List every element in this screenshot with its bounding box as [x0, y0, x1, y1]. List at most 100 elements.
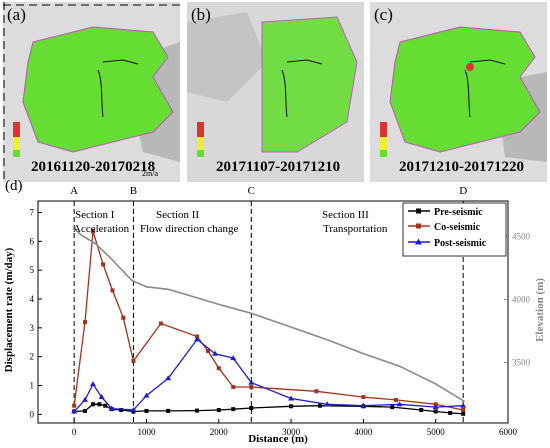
pre-seismic-point	[90, 402, 95, 407]
co-seismic-point	[83, 320, 87, 325]
y-tick-label: 7	[30, 208, 35, 218]
post-seismic-point	[71, 408, 78, 414]
x-tick-label: 5000	[427, 427, 446, 437]
co-seismic-point	[158, 321, 163, 326]
post-seismic-line	[73, 338, 464, 412]
post-seismic-point	[324, 401, 331, 407]
legend-post-marker	[415, 238, 422, 245]
pre-seismic-point	[166, 408, 171, 413]
pre-seismic-point	[249, 406, 254, 411]
post-seismic-point	[143, 392, 150, 398]
pre-seismic-point	[419, 408, 424, 413]
pre-seismic-line	[74, 403, 464, 415]
panel-label: (c)	[374, 5, 393, 24]
legend-pre-label: Pre-seismic	[434, 207, 483, 218]
co-seismic-point	[131, 359, 136, 364]
panel-label: (b)	[191, 5, 211, 24]
co-seismic-point	[90, 229, 95, 234]
y-tick-label: 3	[30, 323, 35, 333]
section-1-desc: Acceleration	[73, 223, 130, 235]
y-tick-label: 5	[30, 265, 35, 275]
section-2-desc: Flow direction change	[140, 223, 238, 235]
post-seismic-point	[432, 404, 439, 410]
legend-co-label: Co-seismic	[434, 222, 481, 233]
y2-tick-label: 4000	[512, 294, 531, 304]
map-b-image	[187, 2, 364, 182]
pre-seismic-point	[231, 407, 236, 412]
y2-axis-label: Elevation (m)	[534, 278, 546, 342]
co-seismic-point	[121, 315, 126, 320]
period-label: 20171107-20171210	[216, 159, 341, 175]
post-seismic-point	[194, 336, 201, 342]
section-1-name: Section I	[75, 209, 115, 221]
co-seismic-point	[393, 397, 398, 402]
post-seismic-point	[212, 350, 219, 356]
y-tick-label: 2	[30, 352, 35, 362]
co-seismic-point	[72, 403, 77, 408]
pre-seismic-point	[448, 410, 453, 415]
post-seismic-point	[396, 401, 403, 407]
pre-seismic-point	[119, 408, 124, 413]
section-line-label: C	[248, 185, 255, 197]
co-seismic-point	[314, 389, 319, 394]
y2-tick-label: 4500	[512, 231, 531, 241]
pre-seismic-point	[97, 402, 102, 407]
x-tick-label: 1000	[137, 427, 156, 437]
pre-seismic-point	[433, 409, 438, 414]
post-seismic-point	[82, 396, 88, 402]
elevation-line	[73, 228, 466, 403]
x-tick-label: 2000	[210, 427, 229, 437]
legend-pre-marker	[416, 208, 421, 214]
co-seismic-point	[461, 408, 466, 413]
section-3-desc: Transportation	[323, 223, 388, 235]
pre-seismic-point	[461, 411, 466, 416]
map-panel-c: (c) 20171210-20171220	[370, 2, 547, 182]
co-seismic-point	[231, 384, 236, 389]
post-seismic-point	[360, 402, 367, 408]
y-axis-label: Displacement rate (m/day)	[3, 247, 15, 372]
pre-seismic-point	[216, 408, 221, 413]
panel-label: (a)	[7, 5, 26, 24]
pre-seismic-point	[289, 404, 294, 409]
period-label: 20171210-20171220	[399, 159, 524, 175]
co-seismic-point	[361, 395, 366, 400]
legend: Pre-seismic Co-seismic Post-seismic	[402, 202, 507, 257]
pre-seismic-point	[390, 405, 395, 410]
y-tick-label: 1	[30, 381, 35, 391]
y-tick-label: 6	[30, 236, 35, 246]
x-axis-label: Distance (m)	[248, 433, 308, 445]
co-seismic-point	[216, 366, 221, 371]
post-seismic-point	[130, 407, 137, 413]
displacement-chart: A B C D 0 1000 2000 3000 4000 5000 6000 0 1 2 3 4 5 6 7 35…	[3, 180, 546, 445]
co-seismic-point	[110, 288, 115, 293]
post-seismic-point	[460, 402, 467, 408]
map-panel-b: (b) 20171107-20171210	[187, 2, 364, 182]
pre-seismic-point	[195, 408, 200, 413]
pre-seismic-point	[318, 403, 322, 408]
co-seismic-point	[249, 384, 254, 389]
section-2-name: Section II	[156, 209, 199, 221]
co-seismic-line	[73, 231, 464, 411]
y2-tick-label: 3500	[512, 357, 531, 367]
section-line-label: D	[459, 185, 467, 197]
y-tick-label: 0	[30, 409, 35, 419]
map-c-image	[370, 2, 547, 182]
chart-panel-label: (d)	[5, 180, 23, 194]
period-label: 20161120-20170218	[31, 159, 156, 175]
section-line-label: B	[130, 185, 137, 197]
post-seismic-point	[230, 355, 237, 361]
post-seismic-point	[165, 375, 172, 381]
map-panel-a: (a) 20161120-20170218 2m/a	[3, 2, 180, 182]
scale-arrow-label: 2m/a	[142, 169, 158, 178]
plot-frame	[37, 200, 509, 424]
legend-post-label: Post-seismic	[434, 238, 487, 249]
co-seismic-point	[205, 348, 210, 353]
x-tick-label: 4000	[354, 427, 373, 437]
section-3-name: Section III	[322, 209, 369, 221]
x-tick-label: 0	[72, 427, 77, 437]
x-tick-label: 3000	[282, 427, 301, 437]
pre-seismic-point	[103, 403, 108, 408]
section-line-label: A	[70, 185, 78, 197]
pre-seismic-point	[83, 408, 87, 413]
post-seismic-point	[89, 381, 96, 387]
